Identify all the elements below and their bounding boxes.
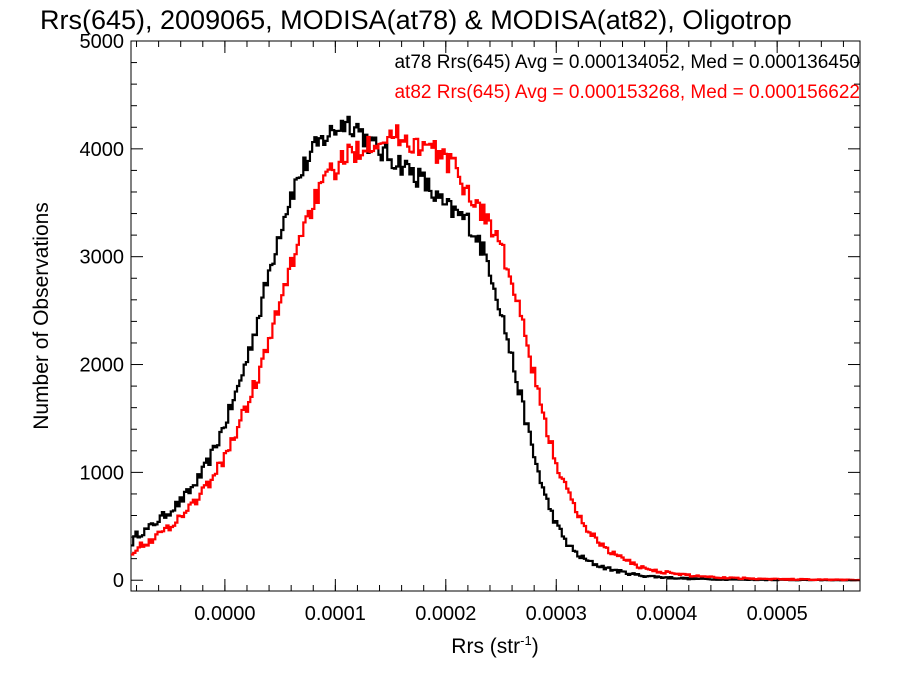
x-tick-label: 0.0005 xyxy=(747,603,808,625)
x-tick-label: 0.0001 xyxy=(305,603,366,625)
x-axis-title: Rrs (str-1) xyxy=(451,633,538,658)
y-tick-label: 5000 xyxy=(80,31,125,53)
series-layer xyxy=(131,115,860,582)
x-tick-label: 0.0004 xyxy=(636,603,697,625)
x-axis: 0.0000 0.0001 0.0002 0.0003 0.0004 0.0005 xyxy=(136,41,844,625)
y-tick-label: 3000 xyxy=(80,247,125,269)
legend-entry-at82: at82 Rrs(645) Avg = 0.000153268, Med = 0… xyxy=(394,82,860,103)
plot-frame xyxy=(130,40,861,592)
x-tick-label: 0.0002 xyxy=(415,603,476,625)
series-line-at82 xyxy=(131,124,860,582)
y-tick-label: 0 xyxy=(113,570,124,592)
y-axis: 0 1000 2000 3000 4000 5000 xyxy=(80,31,860,592)
x-tick-label: 0.0000 xyxy=(194,603,255,625)
series-line-at78 xyxy=(131,115,860,582)
chart-title: Rrs(645), 2009065, MODISA(at78) & MODISA… xyxy=(40,5,792,35)
y-tick-label: 4000 xyxy=(80,139,125,161)
plot-area xyxy=(130,40,861,592)
y-tick-label: 1000 xyxy=(80,462,125,484)
y-tick-label: 2000 xyxy=(80,355,125,377)
legend-entry-at78: at78 Rrs(645) Avg = 0.000134052, Med = 0… xyxy=(394,52,860,73)
y-axis-title: Number of Observations xyxy=(30,202,53,430)
x-tick-label: 0.0003 xyxy=(526,603,587,625)
legend: at78 Rrs(645) Avg = 0.000134052, Med = 0… xyxy=(394,52,860,103)
